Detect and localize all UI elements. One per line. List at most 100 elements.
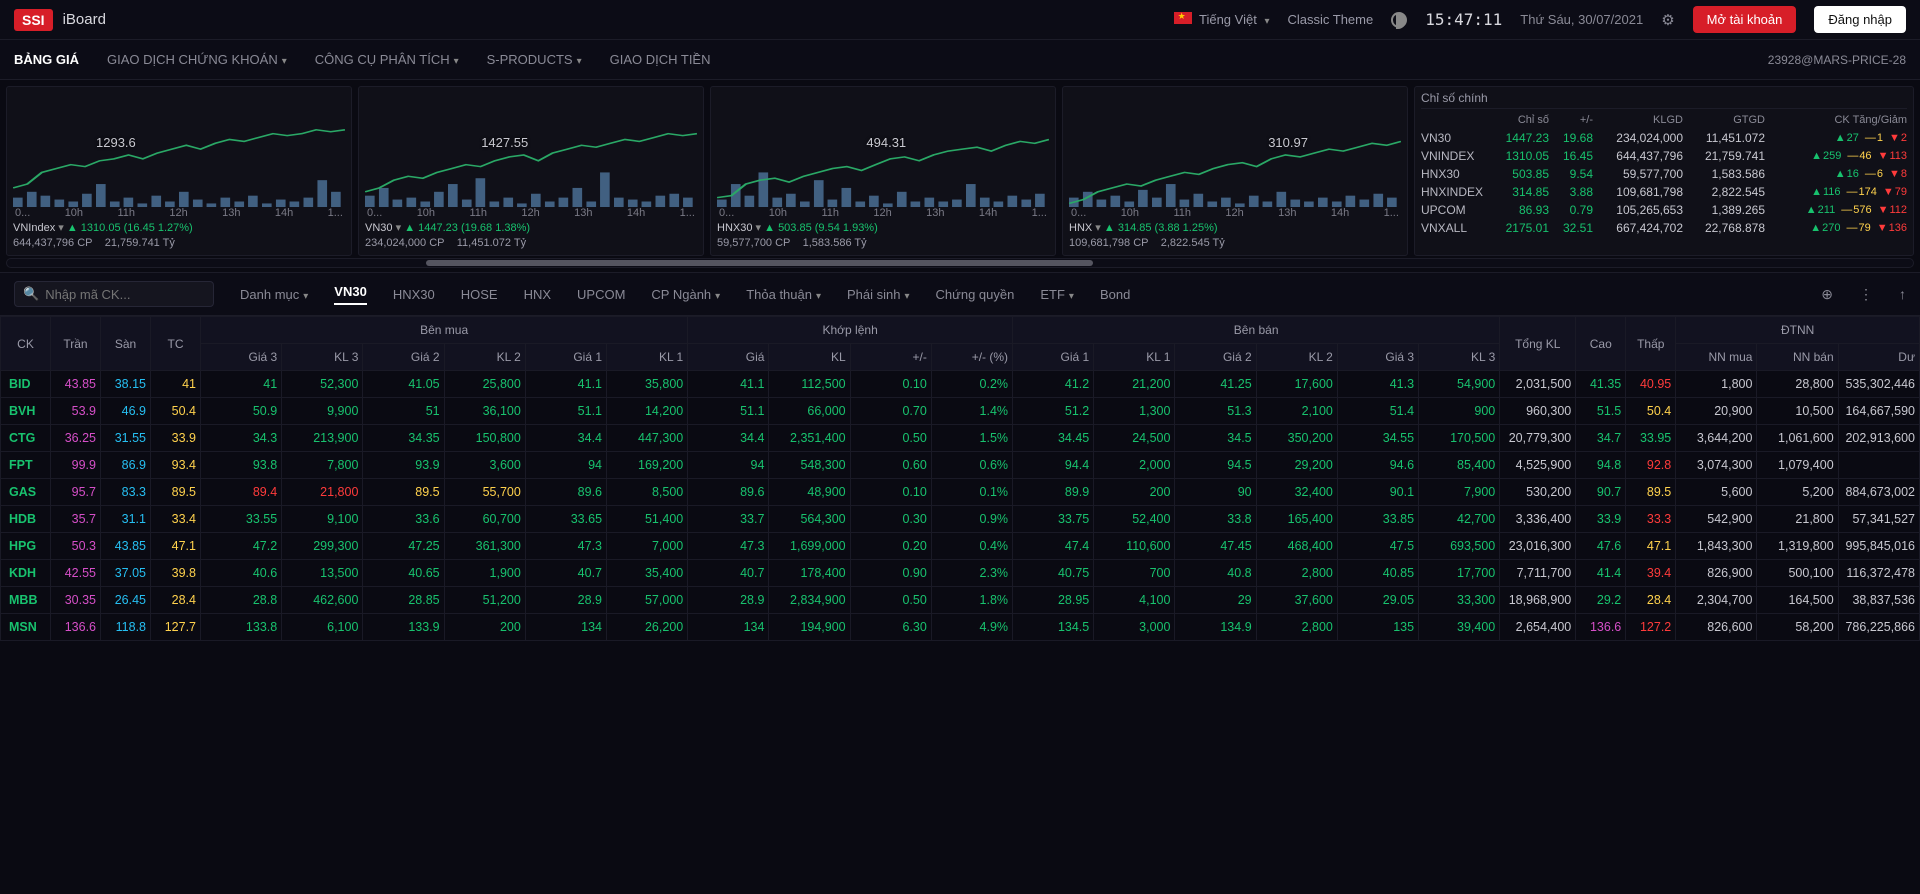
col-khoplenh: Khớp lệnh xyxy=(688,317,1013,344)
nav-item-c-ng-c-ph-n-t-ch[interactable]: CÔNG CỤ PHÂN TÍCH xyxy=(315,52,459,67)
col-sg2[interactable]: Giá 2 xyxy=(1175,344,1256,371)
nav-item-giao-d-ch-ti-n[interactable]: GIAO DỊCH TIỀN xyxy=(610,52,711,67)
tab-ph-i-sinh[interactable]: Phái sinh xyxy=(847,287,910,302)
table-row-kdh[interactable]: KDH42.5537.0539.840.613,50040.651,90040.… xyxy=(1,560,1920,587)
brand-name: iBoard xyxy=(63,11,106,28)
table-row-bid[interactable]: BID43.8538.15414152,30041.0525,80041.135… xyxy=(1,371,1920,398)
login-button[interactable]: Đăng nhập xyxy=(1814,6,1906,33)
col-cao[interactable]: Cao xyxy=(1576,317,1626,371)
col-ck[interactable]: CK xyxy=(1,317,51,371)
table-row-hdb[interactable]: HDB35.731.133.433.559,10033.660,70033.65… xyxy=(1,506,1920,533)
col-tran[interactable]: Trần xyxy=(51,317,101,371)
search-icon: 🔍 xyxy=(23,286,39,302)
flag-icon xyxy=(1174,12,1192,24)
tab-upcom[interactable]: UPCOM xyxy=(577,287,625,302)
language-label: Tiếng Việt xyxy=(1199,12,1257,27)
price-board: CK Trần Sàn TC Bên mua Khớp lệnh Bên bán… xyxy=(0,316,1920,641)
tab-hnx[interactable]: HNX xyxy=(524,287,551,302)
chart-footer: HNX30 ▾ ▲ 503.85 (9.54 1.93%)59,577,700 … xyxy=(717,221,1049,251)
col-du[interactable]: Dư xyxy=(1838,344,1919,371)
col-sk2[interactable]: KL 2 xyxy=(1256,344,1337,371)
chart-pane-vnindex[interactable]: 1293.60...10h11h12h13h14h1...VNIndex ▾ ▲… xyxy=(6,86,352,256)
col-sg1[interactable]: Giá 1 xyxy=(1013,344,1094,371)
col-chg[interactable]: +/- xyxy=(850,344,931,371)
chart-footer: VN30 ▾ ▲ 1447.23 (19.68 1.38%)234,024,00… xyxy=(365,221,697,251)
topbar: SSI iBoard Tiếng Việt Classic Theme 15:4… xyxy=(0,0,1920,40)
chart-price: 494.31 xyxy=(866,135,906,150)
nav-item-s-products[interactable]: S-PRODUCTS xyxy=(487,52,582,67)
col-sk1[interactable]: KL 1 xyxy=(1094,344,1175,371)
tab-danh-m-c[interactable]: Danh mục xyxy=(240,287,308,302)
language-selector[interactable]: Tiếng Việt xyxy=(1174,12,1270,27)
chart-pane-hnx30[interactable]: 494.310...10h11h12h13h14h1...HNX30 ▾ ▲ 5… xyxy=(710,86,1056,256)
horizontal-scrollbar[interactable] xyxy=(6,258,1914,268)
tab-cp-ng-nh[interactable]: CP Ngành xyxy=(651,287,720,302)
date: Thứ Sáu, 30/07/2021 xyxy=(1520,12,1643,27)
table-row-fpt[interactable]: FPT99.986.993.493.87,80093.93,60094169,2… xyxy=(1,452,1920,479)
table-row-mbb[interactable]: MBB30.3526.4528.428.8462,60028.8551,2002… xyxy=(1,587,1920,614)
tab-hose[interactable]: HOSE xyxy=(461,287,498,302)
col-pct[interactable]: +/- (%) xyxy=(931,344,1012,371)
col-tongkl[interactable]: Tổng KL xyxy=(1500,317,1576,371)
more-icon[interactable]: ⋮ xyxy=(1859,286,1873,303)
nav-item-b-ng-gi-[interactable]: BẢNG GIÁ xyxy=(14,52,79,67)
session-info: 23928@MARS-PRICE-28 xyxy=(1768,53,1906,67)
nav-row: BẢNG GIÁ GIAO DỊCH CHỨNG KHOÁN CÔNG CỤ PHÂ… xyxy=(0,40,1920,80)
theme-label: Classic Theme xyxy=(1287,12,1373,27)
tab-etf[interactable]: ETF xyxy=(1040,287,1074,302)
theme-toggle-icon[interactable] xyxy=(1391,12,1407,28)
col-san[interactable]: Sàn xyxy=(101,317,151,371)
col-tc[interactable]: TC xyxy=(151,317,201,371)
index-row-vnindex[interactable]: VNINDEX1310.0516.45644,437,79621,759.741… xyxy=(1421,147,1907,165)
table-row-gas[interactable]: GAS95.783.389.589.421,80089.555,70089.68… xyxy=(1,479,1920,506)
index-panel-title: Chỉ số chính xyxy=(1421,91,1907,109)
chart-price: 1293.6 xyxy=(96,135,136,150)
filter-row: 🔍 Danh mục VN30 HNX30 HOSE HNX UPCOM CP Ngành T… xyxy=(0,272,1920,316)
col-kl2[interactable]: KL 2 xyxy=(444,344,525,371)
col-gia2[interactable]: Giá 2 xyxy=(363,344,444,371)
table-row-bvh[interactable]: BVH53.946.950.450.99,9005136,10051.114,2… xyxy=(1,398,1920,425)
chart-footer: VNIndex ▾ ▲ 1310.05 (16.45 1.27%)644,437… xyxy=(13,221,345,251)
chart-price: 310.97 xyxy=(1268,135,1308,150)
scrollbar-thumb[interactable] xyxy=(426,260,1093,266)
tab-ch-ng-quy-n[interactable]: Chứng quyền xyxy=(936,287,1015,302)
gear-icon[interactable]: ⚙ xyxy=(1661,11,1674,29)
search-box[interactable]: 🔍 xyxy=(14,281,214,307)
col-benmua: Bên mua xyxy=(201,317,688,344)
search-input[interactable] xyxy=(45,287,205,302)
index-row-vnxall[interactable]: VNXALL2175.0132.51667,424,70222,768.8782… xyxy=(1421,219,1907,237)
col-gia[interactable]: Giá xyxy=(688,344,769,371)
charts-strip: 1293.60...10h11h12h13h14h1...VNIndex ▾ ▲… xyxy=(0,80,1920,258)
col-gia1[interactable]: Giá 1 xyxy=(525,344,606,371)
open-account-button[interactable]: Mở tài khoản xyxy=(1693,6,1797,33)
col-kl1[interactable]: KL 1 xyxy=(607,344,688,371)
upload-icon[interactable]: ↑ xyxy=(1899,286,1906,302)
nav-item-giao-d-ch-ch-ng-kho-n[interactable]: GIAO DỊCH CHỨNG KHOÁN xyxy=(107,52,287,67)
add-icon[interactable]: ⊕ xyxy=(1821,286,1833,303)
index-panel: Chỉ số chính Chỉ số+/-KLGDGTGDCK Tăng/Gi… xyxy=(1414,86,1914,256)
col-sk3[interactable]: KL 3 xyxy=(1419,344,1500,371)
col-dtnn: ĐTNN xyxy=(1676,317,1920,344)
table-row-msn[interactable]: MSN136.6118.8127.7133.86,100133.92001342… xyxy=(1,614,1920,641)
tab-vn30[interactable]: VN30 xyxy=(334,284,367,305)
index-row-hnxindex[interactable]: HNXINDEX314.853.88109,681,7982,822.54511… xyxy=(1421,183,1907,201)
table-row-ctg[interactable]: CTG36.2531.5533.934.3213,90034.35150,800… xyxy=(1,425,1920,452)
tab-bond[interactable]: Bond xyxy=(1100,287,1130,302)
tab-th-a-thu-n[interactable]: Thỏa thuận xyxy=(746,287,821,302)
index-row-upcom[interactable]: UPCOM86.930.79105,265,6531,389.265211576… xyxy=(1421,201,1907,219)
chart-pane-vn30[interactable]: 1427.550...10h11h12h13h14h1...VN30 ▾ ▲ 1… xyxy=(358,86,704,256)
index-row-vn30[interactable]: VN301447.2319.68234,024,00011,451.072271… xyxy=(1421,129,1907,147)
index-row-hnx30[interactable]: HNX30503.859.5459,577,7001,583.5861668 xyxy=(1421,165,1907,183)
tab-hnx30[interactable]: HNX30 xyxy=(393,287,435,302)
col-benban: Bên bán xyxy=(1013,317,1500,344)
col-kl[interactable]: KL xyxy=(769,344,850,371)
col-kl3[interactable]: KL 3 xyxy=(282,344,363,371)
chart-pane-hnx[interactable]: 310.970...10h11h12h13h14h1...HNX ▾ ▲ 314… xyxy=(1062,86,1408,256)
logo[interactable]: SSI xyxy=(14,9,53,31)
table-row-hpg[interactable]: HPG50.343.8547.147.2299,30047.25361,3004… xyxy=(1,533,1920,560)
col-thap[interactable]: Thấp xyxy=(1626,317,1676,371)
col-sg3[interactable]: Giá 3 xyxy=(1337,344,1418,371)
col-nnban[interactable]: NN bán xyxy=(1757,344,1838,371)
col-gia3[interactable]: Giá 3 xyxy=(201,344,282,371)
col-nnmua[interactable]: NN mua xyxy=(1676,344,1757,371)
